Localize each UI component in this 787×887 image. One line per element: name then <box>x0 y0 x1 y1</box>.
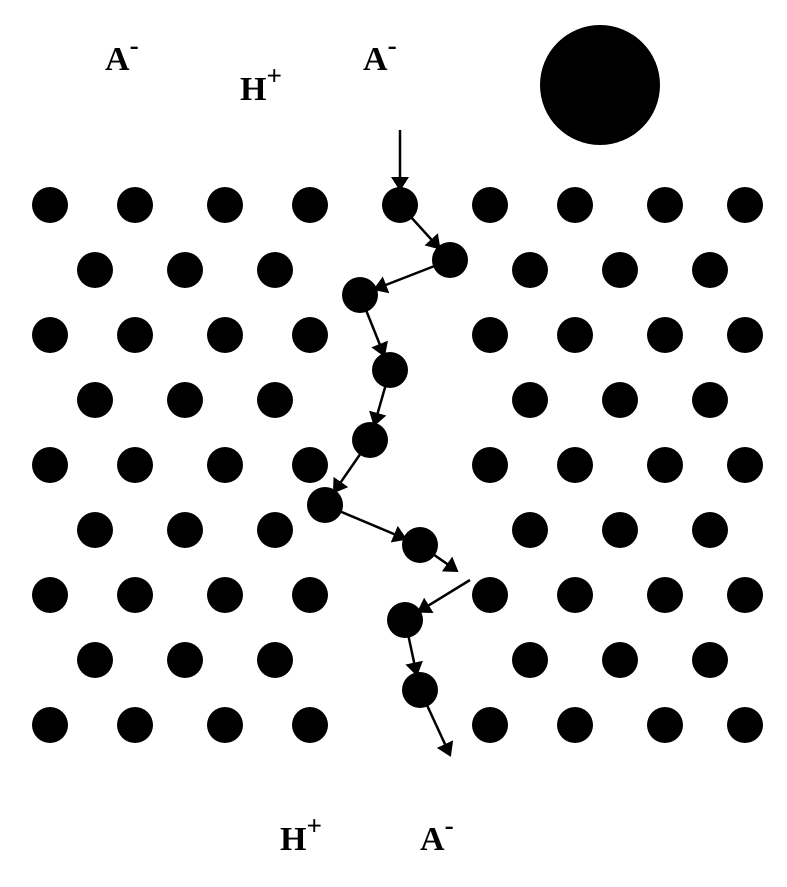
lattice-dot <box>207 577 243 613</box>
lattice-dot <box>727 317 763 353</box>
lattice-dot <box>557 707 593 743</box>
ion-label-superscript: + <box>306 811 322 841</box>
lattice-dot <box>77 512 113 548</box>
lattice-dot <box>602 252 638 288</box>
lattice-dot <box>77 252 113 288</box>
ion-label-base: A <box>363 41 388 78</box>
lattice-dot <box>692 642 728 678</box>
lattice-dot <box>512 252 548 288</box>
ion-label-superscript: - <box>445 811 454 841</box>
lattice-dot <box>472 577 508 613</box>
ion-label-A_minus_left: A- <box>105 31 139 78</box>
lattice-dot <box>557 317 593 353</box>
lattice-dot <box>167 642 203 678</box>
lattice-dot <box>32 317 68 353</box>
ion-label-A_minus_bottom: A- <box>420 811 454 858</box>
lattice-dot <box>602 382 638 418</box>
lattice-dot <box>727 707 763 743</box>
lattice-dot <box>207 447 243 483</box>
hop-arrow <box>334 440 370 492</box>
lattice-dot <box>557 577 593 613</box>
ion-label-base: H <box>240 71 266 108</box>
lattice-dot <box>512 642 548 678</box>
lattice-dot <box>117 707 153 743</box>
diagram-canvas: A-H+A-H+A- <box>0 0 787 887</box>
lattice-dot <box>557 447 593 483</box>
ion-label-A_minus_right: A- <box>363 31 397 78</box>
lattice-dot <box>167 512 203 548</box>
lattice-dot <box>472 317 508 353</box>
ion-label-base: H <box>280 821 306 858</box>
lattice-dot <box>32 707 68 743</box>
ion-label-base: A <box>420 821 445 858</box>
lattice-dot <box>32 577 68 613</box>
lattice-dot <box>207 317 243 353</box>
ion-label-H_plus_top: H+ <box>240 61 282 108</box>
lattice-dot <box>647 577 683 613</box>
lattice-dot <box>32 187 68 223</box>
ion-label-superscript: - <box>130 31 139 61</box>
lattice-dot <box>472 707 508 743</box>
lattice-dot <box>292 447 328 483</box>
lattice-dot <box>557 187 593 223</box>
lattice-dot <box>117 577 153 613</box>
hop-arrow <box>325 505 405 539</box>
lattice-dot <box>647 317 683 353</box>
ion-label-H_plus_bottom: H+ <box>280 811 322 858</box>
lattice-dot <box>692 382 728 418</box>
lattice-dot <box>692 512 728 548</box>
lattice-dot <box>257 642 293 678</box>
lattice-dot <box>472 447 508 483</box>
lattice-dot <box>257 382 293 418</box>
ion-label-base: A <box>105 41 130 78</box>
ion-label-superscript: - <box>388 31 397 61</box>
lattice-dot <box>292 317 328 353</box>
lattice-dot <box>117 317 153 353</box>
lattice-dot <box>117 187 153 223</box>
lattice-dot <box>647 707 683 743</box>
lattice-dot <box>167 252 203 288</box>
hop-arrow <box>375 260 450 289</box>
lattice-dot <box>727 577 763 613</box>
lattice-dot <box>292 187 328 223</box>
lattice-dot <box>692 252 728 288</box>
hop-arrow <box>400 205 439 248</box>
lattice-dot <box>602 512 638 548</box>
lattice-dot <box>647 187 683 223</box>
lattice-dot <box>727 187 763 223</box>
lattice-dot <box>167 382 203 418</box>
lattice-dot <box>257 252 293 288</box>
lattice-dot <box>207 187 243 223</box>
lattice-dot <box>472 187 508 223</box>
lattice-dot <box>602 642 638 678</box>
lattice-dot <box>117 447 153 483</box>
lattice-dot <box>257 512 293 548</box>
lattice-dot <box>32 447 68 483</box>
lattice-dot <box>207 707 243 743</box>
large-particle <box>540 25 660 145</box>
lattice-dot <box>292 577 328 613</box>
lattice-dot <box>512 382 548 418</box>
lattice-dot <box>292 707 328 743</box>
hop-arrow <box>419 580 470 612</box>
lattice-dot <box>512 512 548 548</box>
lattice-dot <box>727 447 763 483</box>
lattice-dot <box>77 642 113 678</box>
lattice-dot <box>647 447 683 483</box>
ion-label-superscript: + <box>266 61 282 91</box>
lattice-dot <box>77 382 113 418</box>
